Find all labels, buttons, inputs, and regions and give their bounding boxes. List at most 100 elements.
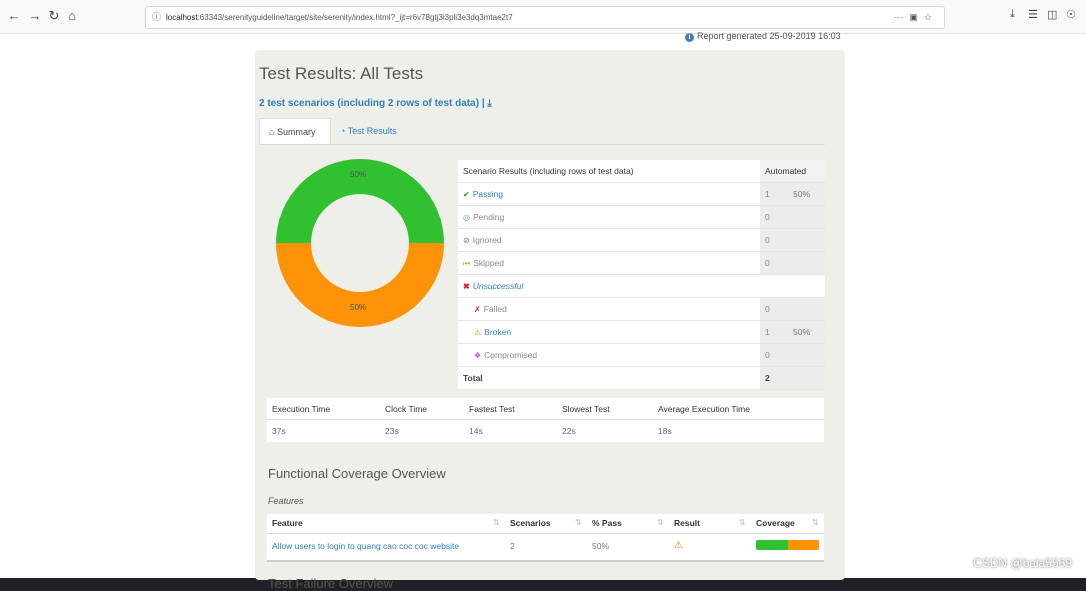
timing-slowest-value: 22s <box>562 426 576 436</box>
pending-label: Pending <box>472 212 505 222</box>
timing-clock-value: 23s <box>385 426 399 436</box>
timing-header-execution: Execution Time <box>272 404 331 414</box>
download-icon[interactable]: ⤓ <box>1010 8 1015 20</box>
tab-divider <box>259 144 825 145</box>
reload-icon[interactable]: ↻ <box>48 8 60 23</box>
sidebar-icon[interactable]: ◫ <box>1047 9 1058 21</box>
ignored-label: Ignored <box>472 235 502 245</box>
compromised-icon: ❖ <box>474 351 482 360</box>
donut-svg <box>276 159 444 328</box>
report-page: i Report generated 25-09-2019 16:03 Test … <box>0 31 1086 591</box>
download-report-icon[interactable]: ⤓ <box>487 98 492 109</box>
skipped-label: Skipped <box>473 258 504 268</box>
unsuccessful-link[interactable]: Unsuccessful <box>472 281 524 291</box>
info-icon: i <box>685 33 694 42</box>
table-row: ❖ Compromised 0 <box>458 344 825 367</box>
table-row: ⊘ Ignored 0 <box>458 229 825 252</box>
scenarios-link[interactable]: 2 test scenarios (including 2 rows of te… <box>259 98 492 109</box>
col-scenarios[interactable]: Scenarios <box>510 518 551 528</box>
coverage-bar <box>756 540 819 550</box>
donut-segment-passing[interactable] <box>276 159 444 243</box>
forward-icon[interactable]: → <box>28 8 42 23</box>
bookmark-star-icon[interactable]: ☆ <box>923 12 938 22</box>
ignored-icon: ⊘ <box>463 236 470 245</box>
page-actions-icon[interactable]: ⋯ <box>894 12 910 22</box>
table-header-row: Scenario Results (including rows of test… <box>458 160 825 183</box>
table-row: ⏮ Skipped 0 <box>458 252 825 275</box>
donut-label-broken: 50% <box>350 303 367 312</box>
col-pass[interactable]: % Pass <box>592 518 622 528</box>
feature-link[interactable]: Allow users to login to quang cao coc co… <box>272 541 460 551</box>
feature-scenarios: 2 <box>510 541 515 551</box>
col-result[interactable]: Result <box>674 518 700 528</box>
timing-execution-value: 37s <box>272 426 286 436</box>
ignored-count: 0 <box>760 229 825 251</box>
tab-test-results[interactable]: ◔ Test Results <box>340 126 397 136</box>
broken-count: 1 <box>760 321 825 343</box>
results-donut-chart: 50% 50% <box>275 158 445 328</box>
failed-label: Failed <box>483 304 507 314</box>
col-feature[interactable]: Feature <box>272 518 303 528</box>
passing-count: 1 <box>760 183 825 205</box>
passing-link[interactable]: Passing <box>472 189 503 199</box>
back-icon[interactable]: ← <box>7 8 21 23</box>
sort-icon[interactable]: ⇅ <box>575 518 582 527</box>
table-row: Total 2 <box>458 367 825 390</box>
col-coverage[interactable]: Coverage <box>756 518 795 528</box>
compromised-label: Compromised <box>484 350 538 360</box>
browser-toolbar: ← → ↻ ⌂ ⓘ localhost:63343/serenityguidel… <box>0 0 1086 34</box>
library-icon[interactable]: ☰ <box>1028 9 1038 21</box>
pending-icon: ◎ <box>463 213 470 222</box>
table-row: ✖ Unsuccessful <box>458 275 825 298</box>
failure-title: Test Failure Overview <box>268 576 393 591</box>
feature-pass: 50% <box>592 541 610 551</box>
automated-header: Automated <box>760 160 825 182</box>
sort-icon[interactable]: ⇅ <box>493 518 500 527</box>
timing-header-fastest: Fastest Test <box>469 404 515 414</box>
page-title: Test Results: All Tests <box>259 64 424 83</box>
skipped-count: 0 <box>760 252 825 274</box>
warning-icon: ⚠ <box>674 540 683 551</box>
table-row: ◎ Pending 0 <box>458 206 825 229</box>
scenario-results-table: Scenario Results (including rows of test… <box>458 160 825 390</box>
broken-link[interactable]: Broken <box>484 327 512 337</box>
table-row: ✔ Passing 1 50% <box>458 183 825 206</box>
site-info-icon[interactable]: ⓘ <box>152 12 162 22</box>
passing-percent: 50% <box>793 189 811 199</box>
sort-icon[interactable]: ⇅ <box>657 518 664 527</box>
cross-icon: ✖ <box>463 282 470 291</box>
total-count: 2 <box>760 367 825 389</box>
pocket-icon[interactable]: ▣ <box>909 12 924 22</box>
sort-icon[interactable]: ⇅ <box>812 518 819 527</box>
dashboard-tab-icon: ◔ <box>340 126 346 136</box>
timing-header-slowest: Slowest Test <box>562 404 610 414</box>
watermark: CSDN @bala5569 <box>973 556 1072 570</box>
timing-average-value: 18s <box>658 426 672 436</box>
extension-icon[interactable]: ☉ <box>1066 9 1076 21</box>
failed-count: 0 <box>760 298 825 320</box>
coverage-bar-pass <box>756 540 788 550</box>
tab-summary[interactable]: ⌂ Summary <box>259 118 331 145</box>
timing-table: Execution Time Clock Time Fastest Test S… <box>267 398 824 442</box>
warning-icon: ⚠ <box>474 328 482 337</box>
features-subtitle: Features <box>268 496 304 506</box>
url-text: localhost:63343/serenityguideline/target… <box>166 13 513 22</box>
donut-segment-broken[interactable] <box>276 243 444 328</box>
timing-header-clock: Clock Time <box>385 404 428 414</box>
check-circle-icon: ✔ <box>463 190 470 199</box>
report-generated: i Report generated 25-09-2019 16:03 <box>685 31 841 42</box>
address-bar[interactable]: ⓘ localhost:63343/serenityguideline/targ… <box>145 6 945 29</box>
total-label: Total <box>458 367 760 389</box>
compromised-count: 0 <box>760 344 825 366</box>
results-header-label: Scenario Results (including rows of test… <box>458 160 760 182</box>
coverage-table: Feature ⇅ Scenarios ⇅ % Pass ⇅ Result ⇅ … <box>267 514 824 562</box>
failed-icon: ✗ <box>474 305 481 314</box>
report-panel: Test Results: All Tests 2 test scenarios… <box>255 50 845 591</box>
sort-icon[interactable]: ⇅ <box>739 518 746 527</box>
timing-header-average: Average Execution Time <box>658 404 750 414</box>
home-icon[interactable]: ⌂ <box>68 8 76 23</box>
skipped-icon: ⏮ <box>463 259 471 268</box>
home-tab-icon: ⌂ <box>269 127 275 137</box>
coverage-title: Functional Coverage Overview <box>268 466 446 481</box>
